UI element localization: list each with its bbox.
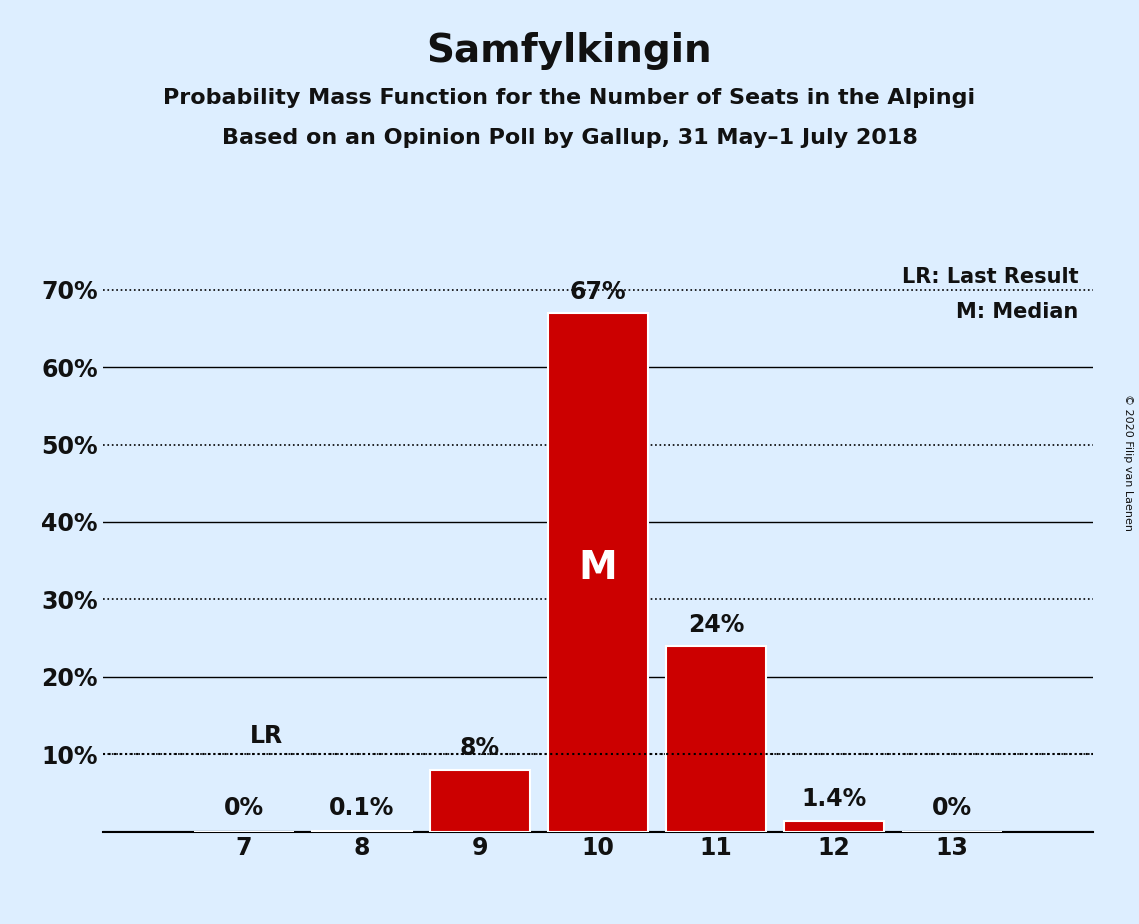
Bar [666,646,767,832]
Text: © 2020 Filip van Laenen: © 2020 Filip van Laenen [1123,394,1133,530]
Bar [429,770,530,832]
Text: 0%: 0% [224,796,264,820]
Text: 24%: 24% [688,613,744,637]
Text: M: M [579,550,617,588]
Text: LR: LR [249,724,284,748]
Text: 1.4%: 1.4% [801,787,867,811]
Text: 0.1%: 0.1% [329,796,395,820]
Text: Probability Mass Function for the Number of Seats in the Alpingi: Probability Mass Function for the Number… [163,88,976,108]
Text: 67%: 67% [570,280,626,304]
Text: 8%: 8% [460,736,500,760]
Text: LR: Last Result: LR: Last Result [902,267,1079,287]
Bar [784,821,884,832]
Bar [548,313,648,832]
Text: M: Median: M: Median [957,301,1079,322]
Text: Samfylkingin: Samfylkingin [427,32,712,70]
Text: Based on an Opinion Poll by Gallup, 31 May–1 July 2018: Based on an Opinion Poll by Gallup, 31 M… [222,128,917,148]
Text: 0%: 0% [932,796,972,820]
